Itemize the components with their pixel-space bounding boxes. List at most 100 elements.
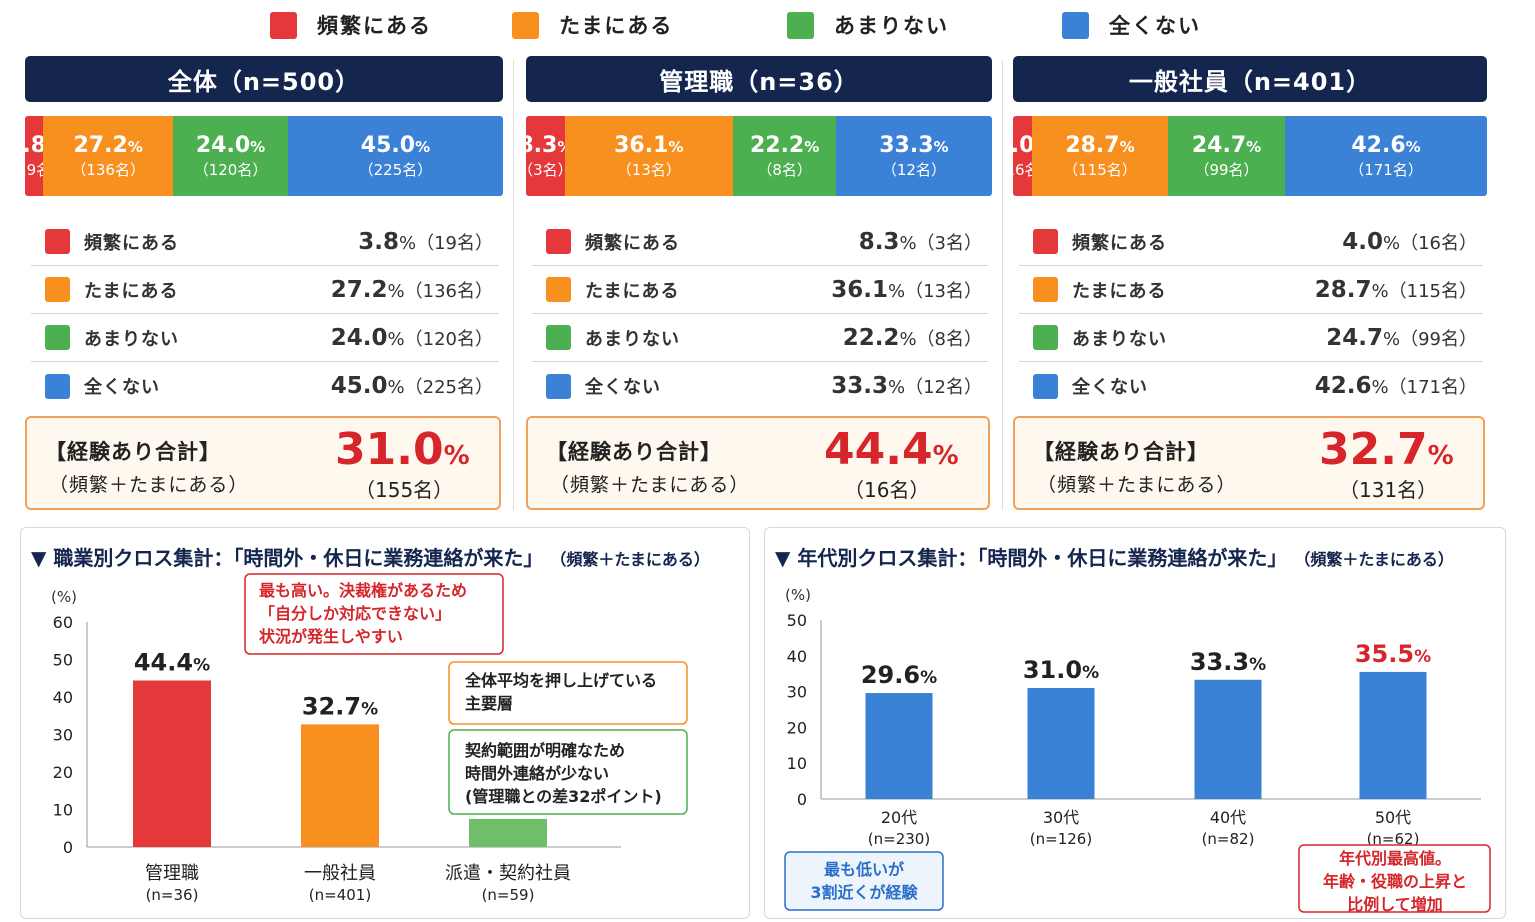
total-pct: 32.7% xyxy=(1319,424,1454,475)
legend-label: あまりない xyxy=(834,14,949,38)
panel-title: 一般社員（n=401） xyxy=(1013,56,1487,102)
note-text: 比例して増加 xyxy=(1347,895,1443,914)
total-count: （155名） xyxy=(355,478,454,502)
total-sub: （頻繁＋たまにある） xyxy=(550,474,750,496)
row-swatch xyxy=(1033,373,1058,399)
breakdown-list: 頻繁にある 3.8%（19名） たまにある 27.2%（136名） あまりない 24.0%… xyxy=(31,218,499,410)
row-swatch xyxy=(546,373,571,399)
y-tick-label: 50 xyxy=(53,651,73,670)
stacked-segment-never: 42.6% （171名） xyxy=(1285,116,1487,196)
legend-item-sometimes: たまにある xyxy=(512,8,673,42)
row-swatch xyxy=(1033,325,1058,350)
legend-item-rarely: あまりない xyxy=(787,8,949,42)
age-bar-chart: (%) 0 10 20 30 40 50 29.6% 20代 (n=230) 31.0% 30代 (n=… xyxy=(784,586,1491,914)
chart-title: ▼ 職業別クロス集計：「時間外・休日に業務連絡が来た」 （頻繁＋たまにある） xyxy=(31,542,710,571)
stacked-segment-rarely: 24.7% （99名） xyxy=(1167,116,1286,196)
legend-swatch-sometimes xyxy=(512,11,539,39)
breakdown-list: 頻繁にある 4.0%（16名） たまにある 28.7%（115名） あまりない 24.7%… xyxy=(1019,218,1483,410)
row-swatch xyxy=(45,229,70,254)
segment-pct: 8.3% xyxy=(526,132,565,158)
row-value: 24.0%（120名） xyxy=(330,324,493,351)
stacked-segment-never: 45.0% （225名） xyxy=(287,116,503,196)
y-axis-label: (%) xyxy=(785,586,811,604)
y-tick-label: 0 xyxy=(797,790,807,809)
stacked-segment-sometimes: 28.7% （115名） xyxy=(1031,116,1168,196)
segment-count: （16名） xyxy=(1013,160,1032,179)
divider xyxy=(513,60,514,510)
x-category-n: (n=62) xyxy=(1367,830,1420,848)
x-category-n: (n=59) xyxy=(482,886,535,904)
segment-pct: 36.1% xyxy=(614,132,684,158)
segment-pct: 45.0% xyxy=(360,132,431,158)
breakdown-row-rarely: あまりない 22.2%（8名） xyxy=(532,314,988,362)
segment-pct: 3.8% xyxy=(25,132,44,158)
y-tick-label: 10 xyxy=(787,754,807,773)
row-swatch xyxy=(45,325,70,350)
row-value: 8.3%（3名） xyxy=(858,228,982,255)
total-pct: 44.4% xyxy=(824,424,959,475)
x-category-label: 50代 xyxy=(1375,808,1411,827)
row-swatch xyxy=(45,373,70,399)
breakdown-row-sometimes: たまにある 27.2%（136名） xyxy=(31,266,499,314)
note-text: 主要層 xyxy=(465,694,513,713)
y-tick-label: 0 xyxy=(63,838,73,857)
note-text: 時間外連絡が少ない xyxy=(465,764,609,783)
stacked-segment-rarely: 22.2% （8名） xyxy=(732,116,837,196)
experience-total-box: 【経験あり合計】 （頻繁＋たまにある） 31.0% （155名） xyxy=(25,416,501,510)
segment-count: （120名） xyxy=(193,160,268,179)
row-label: たまにある xyxy=(84,280,179,302)
x-category-label: 一般社員 xyxy=(304,863,376,884)
row-value: 28.7%（115名） xyxy=(1314,276,1477,303)
note-text: 最も低いが xyxy=(824,860,904,879)
panel-title: 管理職（n=36） xyxy=(526,56,992,102)
note-text: 契約範囲が明確なため xyxy=(464,741,625,760)
total-count: （131名） xyxy=(1339,478,1438,502)
row-value: 33.3%（12名） xyxy=(831,373,982,399)
legend-swatch-frequent xyxy=(270,11,297,39)
segment-count: （115名） xyxy=(1063,160,1137,179)
annotation-manager: 最も高い。決裁権があるため「自分しか対応できない」状況が発生しやすい xyxy=(244,573,504,655)
chart-title: ▼ 年代別クロス集計：「時間外・休日に業務連絡が来た」 （頻繁＋たまにある） xyxy=(775,542,1454,571)
total-label: 【経験あり合計】 xyxy=(1033,440,1209,464)
note-text: 年代別最高値。 xyxy=(1339,849,1451,868)
bar-50代 xyxy=(1359,671,1427,799)
y-tick-label: 10 xyxy=(53,801,73,820)
row-swatch xyxy=(1033,277,1058,302)
note-text: 「自分しか対応できない」 xyxy=(259,604,451,623)
x-category-label: 管理職 xyxy=(145,863,199,884)
stacked-segment-rarely: 24.0% （120名） xyxy=(173,116,288,196)
breakdown-row-rarely: あまりない 24.0%（120名） xyxy=(31,314,499,362)
x-category-n: (n=82) xyxy=(1202,830,1255,848)
segment-count: （8名） xyxy=(757,160,812,179)
row-label: 全くない xyxy=(585,377,661,398)
divider xyxy=(1002,60,1003,510)
segment-pct: 27.2% xyxy=(73,132,143,158)
row-value: 24.7%（99名） xyxy=(1326,324,1477,351)
breakdown-row-sometimes: たまにある 28.7%（115名） xyxy=(1019,266,1483,314)
breakdown-list: 頻繁にある 8.3%（3名） たまにある 36.1%（13名） あまりない 22.2%（8… xyxy=(532,218,988,410)
segment-count: （19名） xyxy=(25,160,43,179)
row-value: 3.8%（19名） xyxy=(358,228,493,255)
total-label: 【経験あり合計】 xyxy=(45,440,221,464)
segment-pct: 33.3% xyxy=(879,132,949,158)
age-cross-chart: ▼ 年代別クロス集計：「時間外・休日に業務連絡が来た」 （頻繁＋たまにある） (… xyxy=(764,527,1506,919)
legend-item-frequent: 頻繁にある xyxy=(270,8,432,42)
y-tick-label: 40 xyxy=(53,688,73,707)
y-tick-label: 20 xyxy=(787,718,807,737)
total-pct: 31.0% xyxy=(335,424,470,475)
stacked-bar: 4.0% （16名） 28.7% （115名） 24.7% （99名） 42.6% （171名… xyxy=(1013,116,1487,196)
row-value: 27.2%（136名） xyxy=(330,276,493,303)
bar-value-label: 33.3% xyxy=(1190,648,1266,676)
note-box xyxy=(784,851,944,911)
x-category-n: (n=36) xyxy=(146,886,199,904)
x-category-n: (n=230) xyxy=(868,830,930,848)
note-box xyxy=(448,661,688,725)
panel-0: 全体（n=500） 3.8% （19名） 27.2% （136名） 24.0% （120名）… xyxy=(25,56,503,510)
panel-1: 管理職（n=36） 8.3% （3名） 36.1% （13名） 22.2% （8名） 33.3… xyxy=(526,56,992,510)
y-tick-label: 30 xyxy=(787,683,807,702)
row-label: たまにある xyxy=(585,280,680,302)
note-text: 年齢・役職の上昇と xyxy=(1323,872,1467,891)
row-swatch xyxy=(546,229,571,254)
segment-count: （225名） xyxy=(358,160,433,179)
bar-value-label: 35.5% xyxy=(1355,640,1431,668)
